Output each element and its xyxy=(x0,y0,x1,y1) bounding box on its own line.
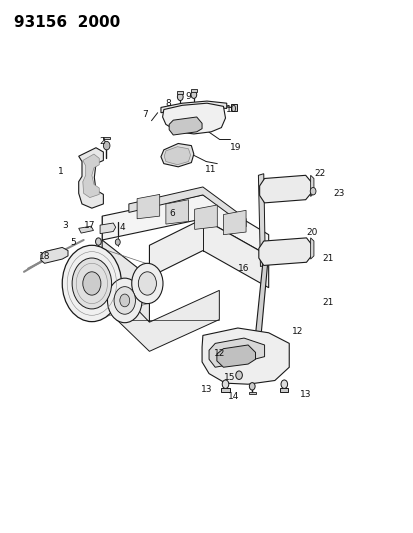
Text: 9: 9 xyxy=(185,92,191,101)
Text: 23: 23 xyxy=(332,189,344,198)
Circle shape xyxy=(95,238,101,245)
Polygon shape xyxy=(177,91,183,94)
Polygon shape xyxy=(102,195,268,256)
Circle shape xyxy=(131,263,163,304)
Text: 15: 15 xyxy=(223,373,235,382)
Text: 16: 16 xyxy=(238,264,249,272)
Polygon shape xyxy=(280,389,288,392)
Text: 3: 3 xyxy=(62,221,68,230)
Text: 7: 7 xyxy=(142,110,148,119)
Polygon shape xyxy=(230,104,236,111)
Circle shape xyxy=(107,278,142,322)
Circle shape xyxy=(62,245,121,321)
Polygon shape xyxy=(162,103,225,134)
Polygon shape xyxy=(194,205,217,229)
Circle shape xyxy=(115,239,120,245)
Text: 2: 2 xyxy=(99,138,105,147)
Polygon shape xyxy=(169,117,202,135)
Polygon shape xyxy=(221,389,229,392)
Circle shape xyxy=(222,380,228,389)
Circle shape xyxy=(177,93,183,101)
Polygon shape xyxy=(166,200,188,224)
Text: 22: 22 xyxy=(314,168,325,177)
Text: 1: 1 xyxy=(58,166,64,175)
Polygon shape xyxy=(216,345,255,367)
Polygon shape xyxy=(41,247,68,263)
Circle shape xyxy=(309,188,315,195)
Text: 10: 10 xyxy=(225,105,237,114)
Polygon shape xyxy=(78,226,93,233)
Text: 93156  2000: 93156 2000 xyxy=(14,14,120,30)
Polygon shape xyxy=(259,175,311,203)
Text: 4: 4 xyxy=(120,223,125,232)
Polygon shape xyxy=(137,195,159,219)
Circle shape xyxy=(114,287,135,314)
Circle shape xyxy=(249,383,254,390)
Circle shape xyxy=(235,371,242,379)
Polygon shape xyxy=(258,238,311,265)
Polygon shape xyxy=(310,175,313,197)
Text: 20: 20 xyxy=(306,228,317,237)
Polygon shape xyxy=(164,147,190,165)
Text: 5: 5 xyxy=(70,238,76,247)
Circle shape xyxy=(72,258,112,309)
Text: 13: 13 xyxy=(201,385,212,394)
Text: 12: 12 xyxy=(213,350,225,359)
Text: 18: 18 xyxy=(39,252,50,261)
Polygon shape xyxy=(83,154,99,198)
Text: 6: 6 xyxy=(169,209,175,218)
Polygon shape xyxy=(161,143,193,167)
Text: 21: 21 xyxy=(322,298,333,307)
Circle shape xyxy=(83,272,101,295)
Polygon shape xyxy=(209,338,264,367)
Polygon shape xyxy=(223,211,245,235)
Text: 21: 21 xyxy=(322,254,333,263)
Circle shape xyxy=(103,141,110,150)
Polygon shape xyxy=(310,238,313,259)
Polygon shape xyxy=(100,223,115,233)
Polygon shape xyxy=(248,392,255,394)
Text: 11: 11 xyxy=(205,166,216,174)
Polygon shape xyxy=(255,261,267,334)
Circle shape xyxy=(190,91,196,99)
Circle shape xyxy=(119,294,129,307)
Polygon shape xyxy=(190,89,196,92)
Text: 14: 14 xyxy=(228,392,239,401)
Text: 19: 19 xyxy=(230,143,241,152)
Polygon shape xyxy=(149,219,268,288)
Polygon shape xyxy=(202,328,289,384)
Circle shape xyxy=(280,380,287,389)
Text: 17: 17 xyxy=(84,221,95,230)
Circle shape xyxy=(138,272,156,295)
Text: 13: 13 xyxy=(299,390,311,399)
Text: 12: 12 xyxy=(291,327,302,336)
Text: 8: 8 xyxy=(165,99,171,108)
Polygon shape xyxy=(78,148,103,208)
Polygon shape xyxy=(128,187,245,227)
Polygon shape xyxy=(116,288,219,351)
Polygon shape xyxy=(258,174,265,266)
Polygon shape xyxy=(102,240,149,322)
Polygon shape xyxy=(161,101,226,113)
Polygon shape xyxy=(103,136,110,139)
